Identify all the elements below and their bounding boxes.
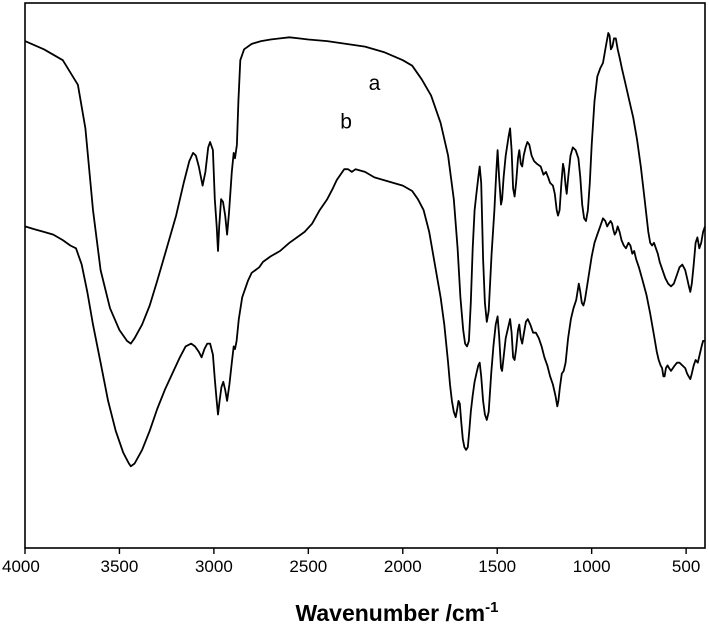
series-line-b — [24, 168, 705, 468]
series-layer — [24, 32, 706, 468]
x-tick-label: 4000 — [2, 557, 40, 576]
series-label-b: b — [340, 110, 352, 133]
x-tick-label: 3000 — [195, 557, 233, 576]
x-tick-label: 3500 — [101, 557, 139, 576]
x-tick-label: 2500 — [289, 557, 327, 576]
x-axis-title: Wavenumber /cm-1 — [296, 599, 499, 626]
plot-frame — [24, 2, 706, 549]
series-labels: ab — [340, 72, 380, 133]
series-label-a: a — [369, 72, 381, 95]
x-tick-label: 1000 — [573, 557, 611, 576]
series-line-a — [24, 32, 706, 348]
x-tick-label: 1500 — [478, 557, 516, 576]
x-tick-label: 2000 — [384, 557, 422, 576]
x-tick-label: 500 — [672, 557, 700, 576]
x-axis-ticks: 4000 3500 3000 2500 2000 1500 1000 500 — [2, 548, 700, 576]
x-axis-title-superscript: -1 — [485, 599, 498, 616]
x-axis-title-main: Wavenumber /cm — [296, 600, 486, 626]
